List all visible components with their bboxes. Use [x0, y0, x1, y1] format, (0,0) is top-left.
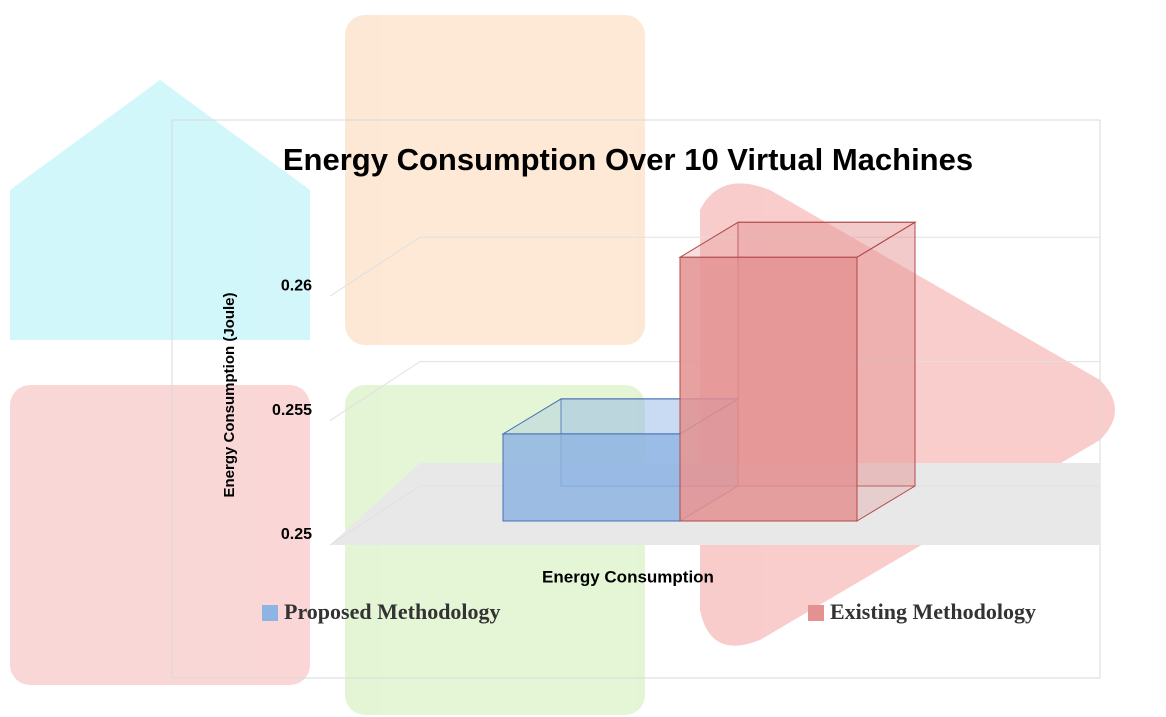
- legend-swatch: [808, 605, 824, 621]
- x-tick-label: Energy Consumption: [542, 567, 714, 586]
- y-tick-label: 0.255: [272, 402, 312, 419]
- y-axis-label: Energy Consumption (Joule): [221, 292, 238, 497]
- chart-title: Energy Consumption Over 10 Virtual Machi…: [283, 142, 973, 177]
- bar: [680, 257, 857, 521]
- page: Energy Consumption Over 10 Virtual Machi…: [0, 0, 1166, 717]
- legend-swatch: [262, 605, 278, 621]
- legend-label: Existing Methodology: [830, 599, 1036, 624]
- bar: [503, 434, 680, 521]
- y-tick-label: 0.25: [281, 526, 312, 543]
- y-tick-label: 0.26: [281, 277, 312, 294]
- legend-label: Proposed Methodology: [284, 599, 501, 624]
- bar-side: [857, 222, 915, 521]
